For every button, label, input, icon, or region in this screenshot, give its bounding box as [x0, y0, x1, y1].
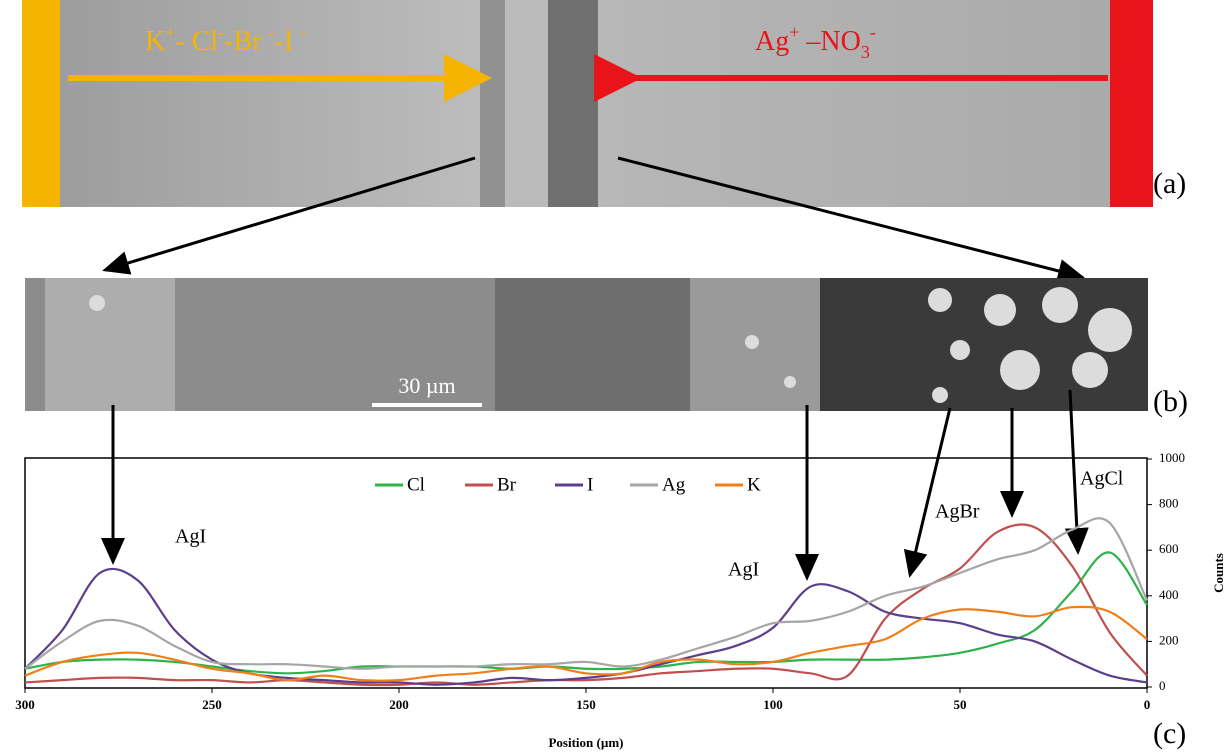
y-tick-label: 0	[1159, 678, 1166, 693]
ion-text: –NO	[799, 26, 860, 57]
plot-frame	[24, 457, 1148, 689]
y-tick-label: 600	[1159, 541, 1179, 556]
ion-sup: -	[269, 22, 275, 42]
legend-label: I	[587, 474, 593, 495]
annotation: AgBr	[935, 501, 980, 523]
series-line	[24, 605, 1148, 682]
ion-sup: +	[789, 22, 799, 42]
ion-sup: +	[165, 22, 175, 42]
ion-text: Ag	[755, 26, 789, 57]
ion-text: - Cl	[175, 26, 218, 57]
ion-text: -Br	[224, 26, 268, 57]
arrow	[102, 156, 476, 275]
annotation: AgI	[175, 526, 206, 548]
series-line	[24, 517, 1148, 670]
x-tick-label: 250	[202, 697, 222, 712]
annotation: AgI	[728, 559, 759, 581]
x-tick-label: 150	[576, 697, 596, 712]
y-tick-label: 800	[1159, 496, 1179, 511]
series-line	[24, 567, 1148, 686]
band	[480, 0, 505, 207]
electrode-left	[22, 0, 60, 207]
y-tick-label: 200	[1159, 632, 1179, 647]
ion-text: K	[145, 26, 165, 57]
y-axis-label: Counts	[1211, 553, 1226, 593]
ion-sub: 3	[861, 42, 870, 62]
electrode-right	[1110, 0, 1153, 207]
legend-label: K	[747, 474, 761, 495]
y-tick-label: 400	[1159, 587, 1179, 602]
legend-label: Ag	[662, 474, 686, 495]
series-line	[24, 551, 1148, 675]
ion-sup: -	[870, 22, 876, 42]
ion-label: Ag+ –NO3-	[755, 22, 876, 62]
micrograph-b3	[820, 278, 1148, 411]
legend-label: Cl	[407, 474, 425, 495]
ion-label: K+- Cl--Br --I -	[145, 22, 306, 57]
annotation: AgCl	[1080, 468, 1124, 490]
scale-label: 30 µm	[398, 373, 455, 398]
panel-label: (c)	[1153, 717, 1186, 750]
ion-text: -I	[275, 26, 301, 57]
y-tick-label: 1000	[1159, 450, 1185, 465]
arrow	[617, 156, 1085, 283]
x-tick-label: 0	[1144, 697, 1151, 712]
series-line	[24, 523, 1148, 687]
x-tick-label: 50	[954, 697, 967, 712]
legend-label: Br	[497, 474, 517, 495]
ion-sup: -	[300, 22, 306, 42]
x-tick-label: 200	[389, 697, 409, 712]
panel-label: (b)	[1153, 385, 1188, 418]
arrows	[101, 389, 1089, 581]
x-tick-label: 100	[763, 697, 783, 712]
band	[548, 0, 598, 207]
ion-sup: -	[218, 22, 224, 42]
crystals	[89, 287, 1132, 403]
x-tick-label: 300	[15, 697, 35, 712]
x-axis-label: Position (µm)	[548, 735, 623, 750]
panel-label: (a)	[1153, 167, 1186, 200]
dendrite	[45, 278, 175, 411]
